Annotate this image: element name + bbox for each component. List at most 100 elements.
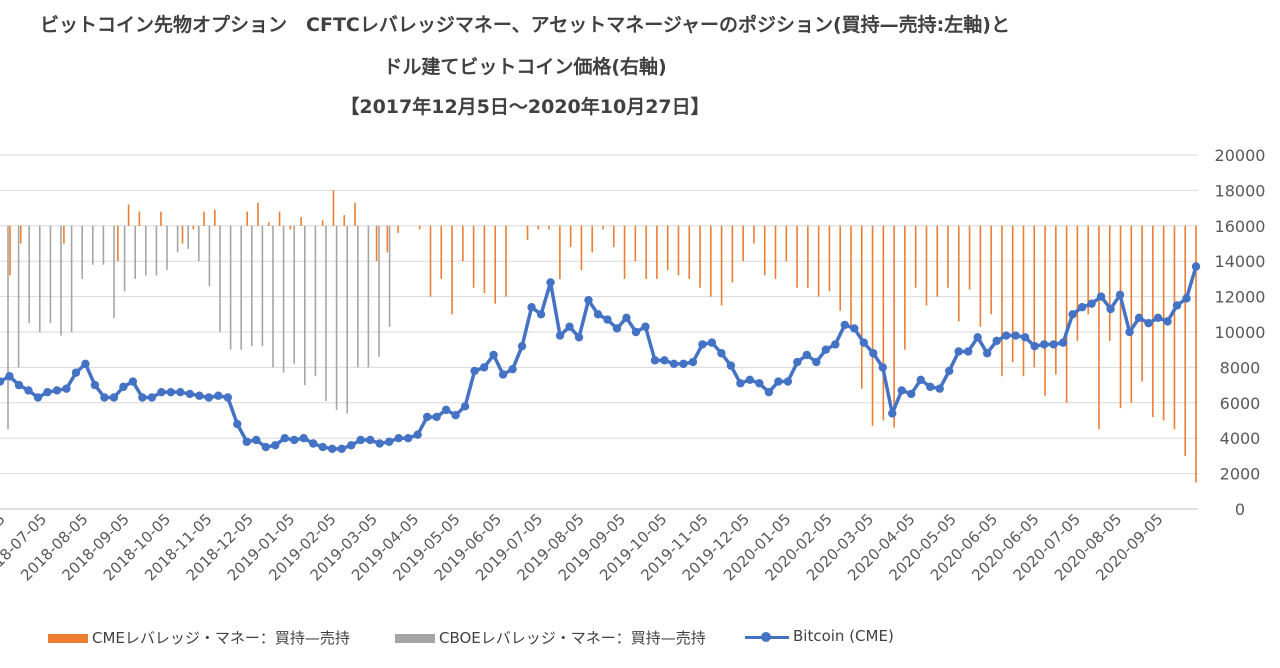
bitcoin-point [527,303,536,312]
y-tick-label: 20000 [1215,146,1266,165]
bitcoin-point [679,359,688,369]
bitcoin-point [546,278,555,287]
bitcoin-point [128,377,138,386]
chart-plot: 2000018000160001400012000100008000600040… [0,146,1266,584]
bitcoin-point [831,340,840,349]
bitcoin-point [1106,304,1115,314]
bitcoin-point [489,350,498,360]
bitcoin-point [963,347,973,356]
bitcoin-point [612,324,622,333]
bitcoin-point [622,313,631,323]
bitcoin-point [774,377,783,386]
bitcoin-point [223,393,233,402]
bitcoin-point [33,393,43,402]
bitcoin-point [318,442,327,452]
bitcoin-point [432,412,441,422]
y-tick-label: 10000 [1215,323,1266,342]
bitcoin-point [195,391,204,400]
bitcoin-point [43,387,52,397]
chart-title-line2: ドル建てビットコイン価格(右軸) [383,56,667,78]
bitcoin-point [347,441,356,450]
bitcoin-point [669,359,679,369]
bitcoin-point [290,435,299,445]
bitcoin-point [204,393,214,402]
bitcoin-point [479,363,489,372]
bitcoin-point [926,382,935,392]
bitcoin-point [1001,331,1011,340]
bitcoin-point [1039,340,1049,349]
bitcoin-point [1020,333,1030,342]
bitcoin-point [584,295,593,305]
legend-bitcoin-swatch [745,630,789,644]
bitcoin-point [992,336,1001,346]
bitcoin-point [907,389,916,399]
y-tick-label: 16000 [1215,217,1266,236]
legend-bitcoin: Bitcoin (CME) [745,627,894,645]
bitcoin-point [755,379,764,388]
bitcoin-point [859,338,868,347]
bitcoin-point [261,442,270,452]
bitcoin-point [214,391,223,400]
bitcoin-point [650,356,660,365]
legend-cboe-swatch [395,634,435,643]
bitcoin-point [897,386,906,395]
bitcoin-point [536,310,546,319]
legend-cme: CMEレバレッジ・マネー：買持—売持 [48,627,350,648]
bitcoin-point [593,310,603,319]
bitcoin-point [508,364,517,374]
bitcoin-point [574,333,584,342]
bitcoin-point [185,389,195,399]
bitcoin-point [1077,303,1087,312]
bitcoin-point [945,366,954,376]
bitcoin-point [812,357,821,367]
bitcoin-point [24,386,33,395]
bitcoin-point [707,338,717,347]
bitcoin-point [280,434,289,443]
bitcoin-point [1087,299,1096,308]
bitcoin-point [1153,313,1163,323]
legend-cme-label: CMEレバレッジ・マネー：買持—売持 [92,629,350,647]
bitcoin-point [603,315,612,324]
chart-title-line3: 【2017年12月5日～2020年10月27日】 [340,96,710,118]
bitcoin-point [1096,292,1106,301]
bitcoin-point [1172,301,1182,310]
bitcoin-point [1163,317,1172,326]
bitcoin-point [52,386,62,395]
bitcoin-point [375,439,384,448]
legend-cboe: CBOEレバレッジ・マネー：買持—売持 [395,627,706,648]
bitcoin-point [441,405,451,415]
bitcoin-point [888,409,897,418]
legend-cme-swatch [48,634,88,643]
bitcoin-point [850,324,859,333]
bitcoin-point [90,380,100,390]
bitcoin-point [555,331,565,340]
bitcoin-point [5,372,14,381]
bitcoin-point [916,375,925,384]
bitcoin-point [384,437,394,446]
bitcoin-point [451,410,460,420]
bitcoin-point [422,412,432,422]
bitcoin-point [147,393,157,402]
bitcoin-point [1030,341,1039,351]
y-tick-label: 14000 [1215,252,1266,271]
bitcoin-point [973,333,982,342]
bitcoin-point [460,402,470,411]
bitcoin-point [309,439,318,448]
bitcoin-point [328,444,337,454]
bitcoin-point [565,322,574,331]
bitcoin-point [337,444,346,454]
chart-title-line1: ビットコイン先物オプション CFTCレバレッジマネー、アセットマネージャーのポジ… [40,14,1010,36]
legend-bitcoin-label: Bitcoin (CME) [793,627,894,645]
bitcoin-point [14,380,24,390]
bitcoin-point [1191,262,1201,271]
bitcoin-point [1068,310,1077,319]
bitcoin-point [717,349,726,358]
bitcoin-point [764,387,774,397]
bitcoin-point [166,387,176,397]
bitcoin-point [954,347,963,356]
bitcoin-point [736,379,745,388]
bitcoin-point [1125,327,1134,337]
bitcoin-point [1058,338,1068,347]
bitcoin-point [356,435,365,445]
y-tick-label: 8000 [1220,358,1261,377]
